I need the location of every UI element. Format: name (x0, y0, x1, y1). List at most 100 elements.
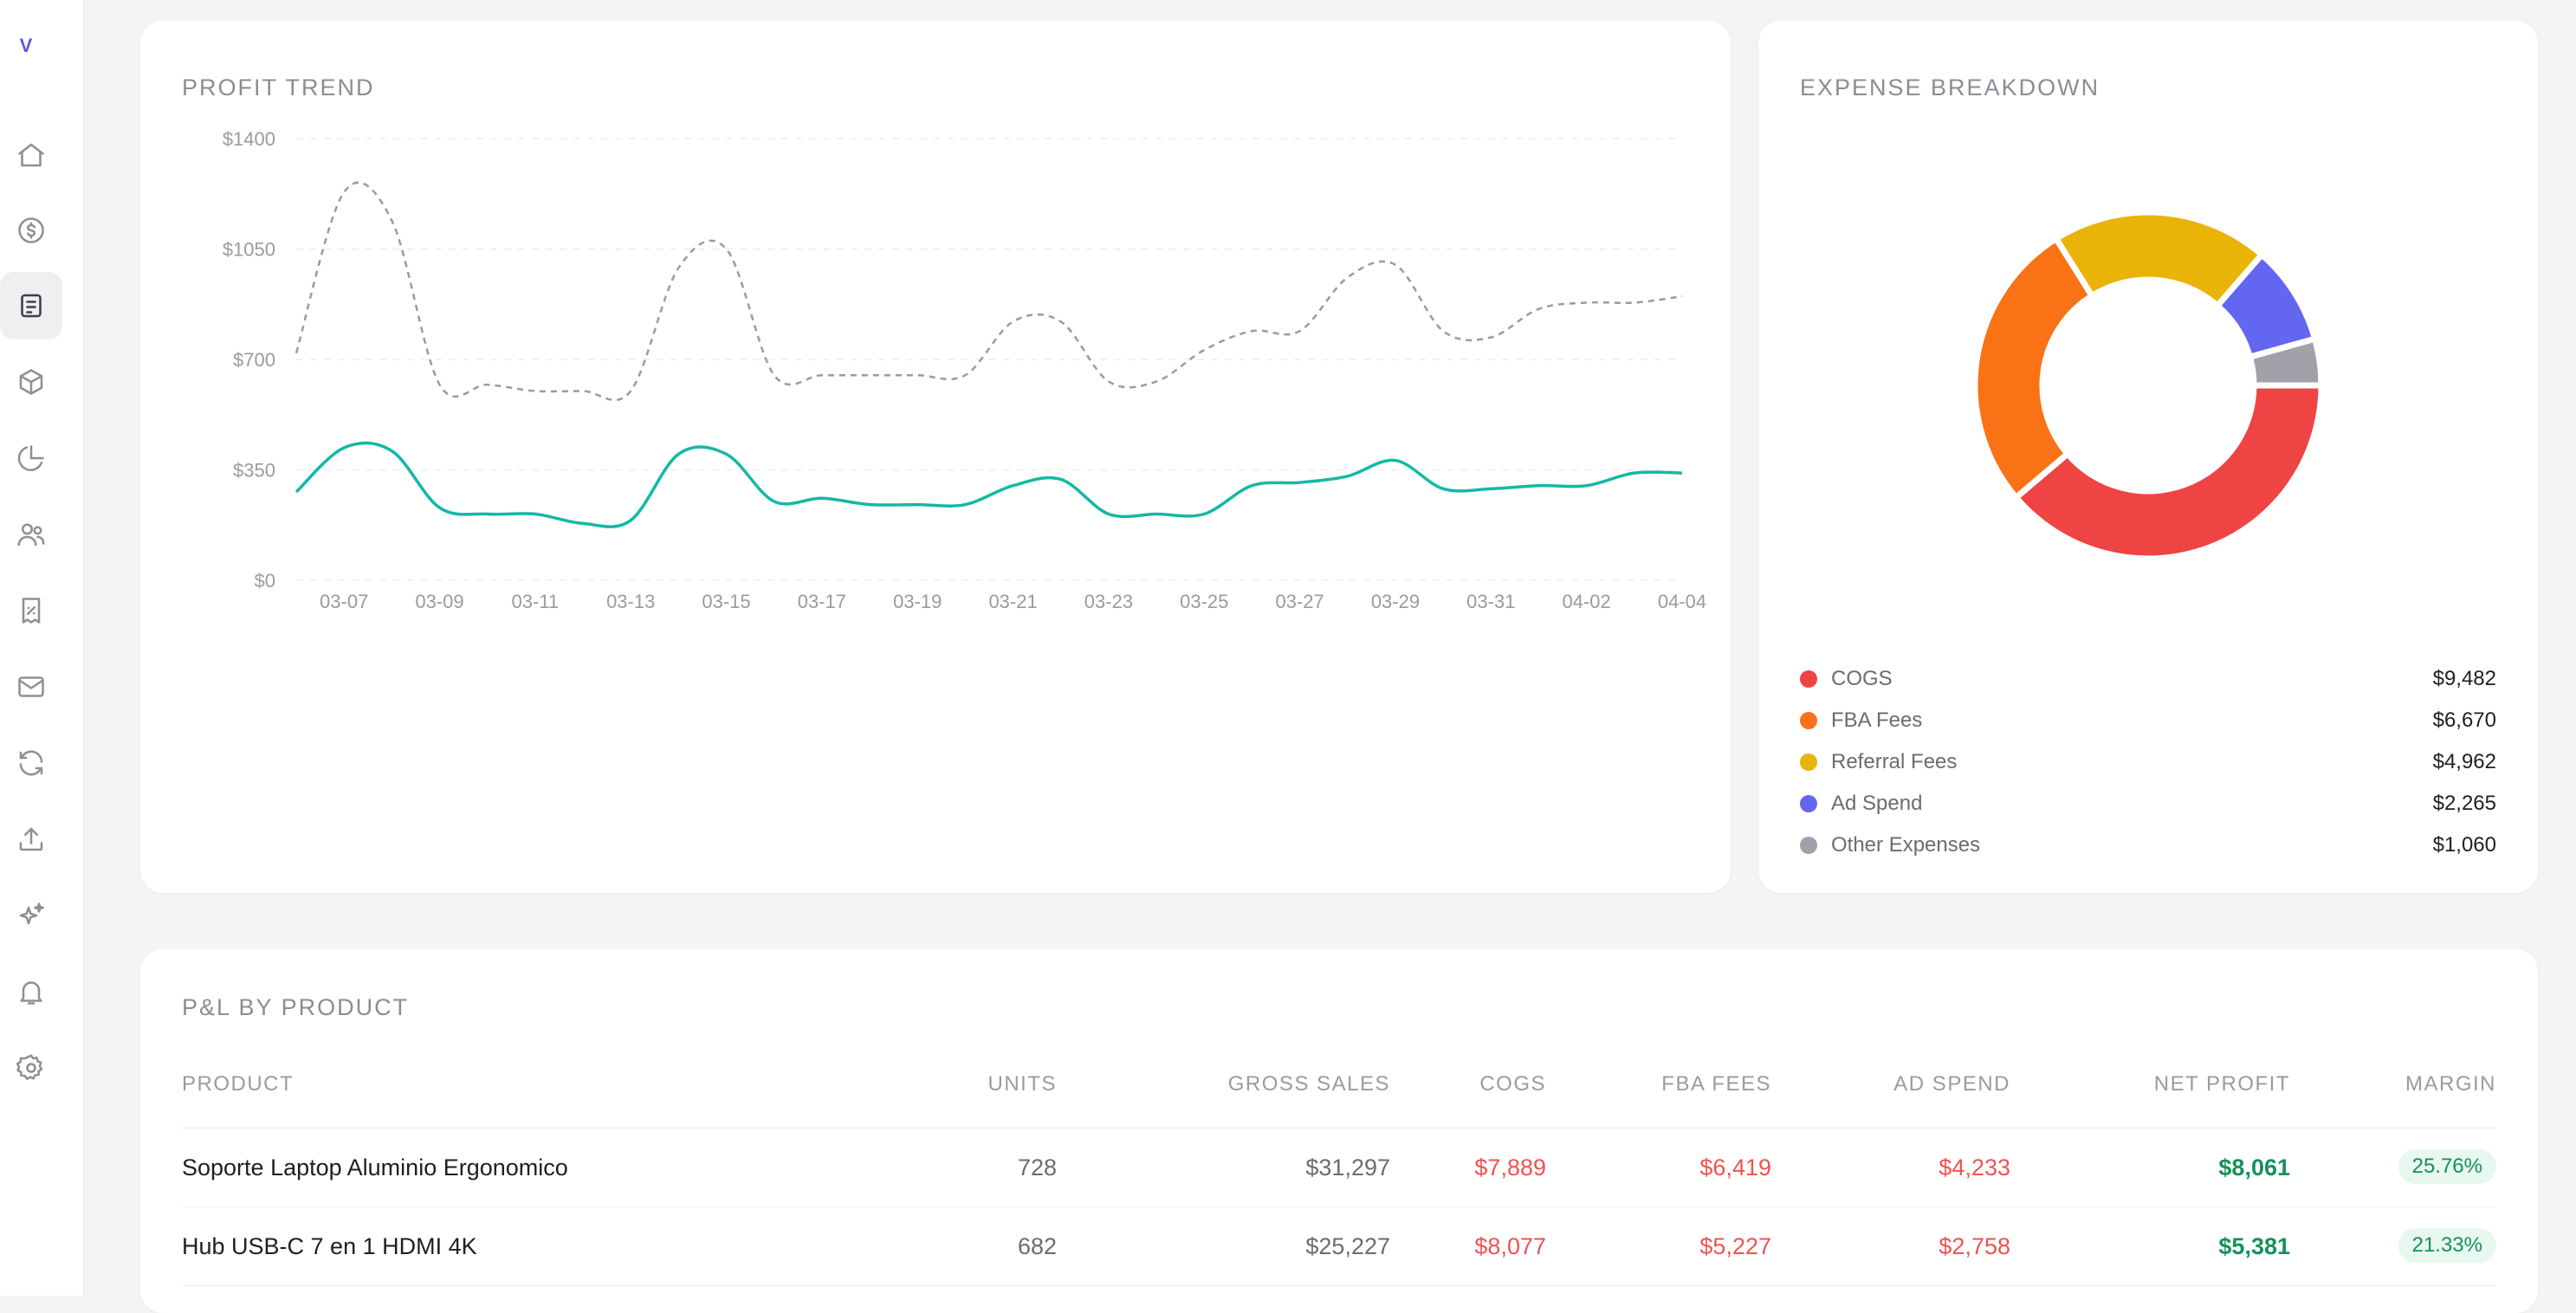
legend-item[interactable]: Ad Spend $2,265 (1800, 783, 2496, 825)
legend-item[interactable]: COGS $9,482 (1800, 658, 2496, 700)
legend-swatch (1800, 670, 1817, 688)
sidebar-item-settings[interactable] (0, 1034, 62, 1102)
legend-item[interactable]: Other Expenses $1,060 (1800, 825, 2496, 866)
upload-icon (19, 827, 43, 851)
legend-value: $4,962 (2432, 750, 2496, 773)
home-icon (18, 143, 44, 167)
table-header: PRODUCT UNITS GROSS SALES COGS FBA FEES AD SP… (182, 1072, 2496, 1129)
legend-value: $1,060 (2432, 833, 2496, 857)
table-row[interactable]: Hub USB-C 7 en 1 HDMI 4K 682 $25,227 $8,077… (182, 1207, 2496, 1286)
column-header-units[interactable]: UNITS (987, 1072, 1057, 1096)
receipt-icon (22, 598, 41, 624)
legend-value: $2,265 (2432, 792, 2496, 815)
legend-swatch (1800, 837, 1817, 854)
profit-trend-title: PROFIT TREND (182, 74, 375, 100)
x-tick-label: 03-31 (1466, 591, 1515, 612)
column-header-net-profit[interactable]: NET PROFIT (2153, 1072, 2290, 1096)
x-tick-label: 03-07 (320, 591, 368, 612)
cell-cogs: $8,077 (1474, 1233, 1546, 1259)
x-tick-label: 03-25 (1180, 591, 1228, 612)
sidebar-item-reports[interactable] (0, 272, 62, 340)
legend-item[interactable]: Referral Fees $4,962 (1800, 741, 2496, 783)
donut-slice-other-expenses[interactable] (2246, 334, 2325, 389)
sidebar-item-sync[interactable] (0, 729, 62, 797)
expense-breakdown-card: EXPENSE BREAKDOWN COGS $9,482 FBA Fees $6,6… (1758, 21, 2538, 893)
cell-ad-spend: $4,233 (1938, 1155, 2010, 1180)
legend-label: Other Expenses (1831, 833, 1981, 857)
sidebar-item-customers[interactable] (0, 501, 62, 568)
series-line-solid (294, 441, 1683, 528)
report-icon (21, 294, 42, 318)
x-tick-label: 03-19 (893, 591, 942, 612)
legend-value: $9,482 (2432, 667, 2496, 690)
cell-units: 728 (1017, 1155, 1057, 1180)
x-tick-label: 03-29 (1371, 591, 1420, 612)
sidebar-item-home[interactable] (0, 121, 62, 189)
mail-icon (18, 676, 44, 697)
expense-legend: COGS $9,482 FBA Fees $6,670 Referral Fees $4,… (1800, 658, 2496, 866)
expense-breakdown-title: EXPENSE BREAKDOWN (1800, 74, 2100, 100)
sidebar-item-inventory[interactable] (0, 348, 62, 416)
users-icon (17, 523, 45, 547)
margin-badge: 21.33% (2398, 1228, 2496, 1263)
sidebar: V (0, 0, 84, 1296)
refresh-icon (19, 750, 43, 776)
x-tick-label: 03-11 (512, 591, 560, 612)
y-tick-label: $1400 (223, 128, 275, 150)
cell-product: Hub USB-C 7 en 1 HDMI 4K (182, 1233, 477, 1259)
pl-table: PRODUCT UNITS GROSS SALES COGS FBA FEES AD SP… (182, 1072, 2496, 1286)
sidebar-item-invoices[interactable] (0, 577, 62, 644)
pie-chart-icon (17, 445, 44, 471)
y-tick-label: $350 (233, 460, 275, 482)
cell-ad-spend: $2,758 (1938, 1233, 2010, 1259)
column-header-cogs[interactable]: COGS (1479, 1072, 1546, 1096)
dollar-icon (18, 217, 44, 243)
donut-slice-referral-fees[interactable] (2051, 209, 2267, 310)
cell-product: Soporte Laptop Aluminio Ergonomico (182, 1155, 568, 1180)
y-tick-label: $1050 (223, 239, 275, 261)
column-header-gross-sales[interactable]: GROSS SALES (1227, 1072, 1390, 1096)
x-tick-label: 03-21 (988, 591, 1037, 612)
sidebar-item-upload[interactable] (0, 805, 62, 873)
cell-units: 682 (1017, 1233, 1057, 1259)
x-tick-label: 03-17 (798, 591, 846, 612)
profit-trend-card: PROFIT TREND $0 $350 $700 $1050 $1400 03-07 03… (140, 21, 1731, 893)
column-header-ad-spend[interactable]: AD SPEND (1893, 1072, 2010, 1096)
sidebar-item-analytics[interactable] (0, 424, 62, 492)
sidebar-item-notifications[interactable] (0, 958, 62, 1025)
table-row[interactable]: Soporte Laptop Aluminio Ergonomico 728 $31… (182, 1129, 2496, 1207)
legend-swatch (1800, 712, 1817, 729)
column-header-product[interactable]: PRODUCT (182, 1072, 294, 1096)
legend-item[interactable]: FBA Fees $6,670 (1800, 700, 2496, 741)
y-tick-label: $0 (255, 570, 275, 592)
gear-icon (16, 1054, 43, 1081)
x-tick-label: 03-23 (1084, 591, 1133, 612)
legend-swatch (1800, 754, 1817, 771)
legend-label: COGS (1831, 667, 1893, 690)
table-body: Soporte Laptop Aluminio Ergonomico 728 $31… (182, 1129, 2496, 1286)
x-tick-label: 04-02 (1563, 591, 1611, 612)
legend-value: $6,670 (2432, 708, 2496, 732)
column-header-margin[interactable]: MARGIN (2405, 1072, 2496, 1096)
margin-badge: 25.76% (2398, 1149, 2496, 1184)
donut-slice-fba-fees[interactable] (1971, 234, 2097, 502)
legend-label: Ad Spend (1831, 792, 1923, 815)
app-logo: V (19, 35, 33, 56)
column-header-fba-fees[interactable]: FBA FEES (1661, 1072, 1771, 1096)
sidebar-item-finance[interactable] (0, 197, 62, 264)
cell-cogs: $7,889 (1474, 1155, 1546, 1180)
donut-slice-cogs[interactable] (2011, 382, 2325, 562)
pl-by-product-card: P&L BY PRODUCT PRODUCT UNITS GROSS SALES CO… (140, 949, 2538, 1313)
sidebar-item-messages[interactable] (0, 653, 62, 721)
legend-label: FBA Fees (1831, 708, 1923, 732)
sparkles-icon (19, 902, 44, 925)
series-line-dashed (294, 181, 1683, 402)
pl-by-product-title: P&L BY PRODUCT (182, 994, 410, 1020)
sidebar-item-ai[interactable] (0, 882, 62, 949)
x-tick-label: 03-27 (1275, 591, 1324, 612)
cell-gross-sales: $31,297 (1305, 1155, 1390, 1180)
cell-net-profit: $8,061 (2218, 1155, 2290, 1180)
cell-fba-fees: $5,227 (1699, 1233, 1771, 1259)
x-tick-label: 03-09 (415, 591, 463, 612)
legend-label: Referral Fees (1831, 750, 1958, 773)
